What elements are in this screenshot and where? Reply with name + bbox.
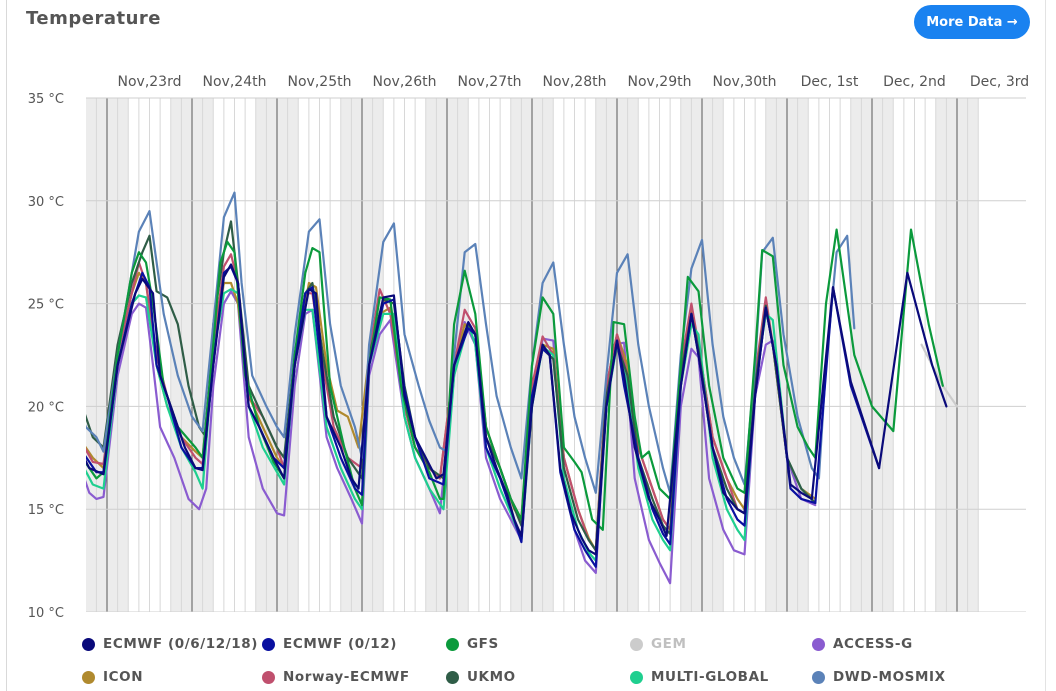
legend-item[interactable]: ECMWF (0/6/12/18) (82, 635, 258, 653)
day-label: Nov,30th (713, 74, 777, 90)
legend-color-dot (446, 637, 459, 651)
legend-label: ACCESS-G (833, 636, 913, 652)
series-line-norway-ecmwf (86, 253, 817, 552)
panel-border-right (1045, 0, 1046, 691)
legend-item[interactable]: ACCESS-G (812, 635, 913, 653)
legend-color-dot (82, 670, 95, 684)
legend-label: Norway-ECMWF (283, 669, 410, 685)
legend-label: GEM (651, 636, 687, 652)
day-label: Dec, 3rd (970, 74, 1029, 90)
legend-color-dot (630, 670, 643, 684)
day-label: Nov,29th (628, 74, 692, 90)
day-label: Dec, 1st (801, 74, 859, 90)
series-line-dwd-mosmix (86, 191, 856, 494)
day-label: Nov,25th (288, 74, 352, 90)
legend-item[interactable]: ICON (82, 668, 143, 686)
legend-color-dot (446, 670, 459, 684)
legend-color-dot (630, 637, 643, 651)
legend-label: DWD-MOSMIX (833, 669, 946, 685)
day-labels: Nov,23rd Nov,24th Nov,25th Nov,26th Nov,27th… (118, 74, 1029, 90)
legend-item[interactable]: UKMO (446, 668, 516, 686)
y-tick-label: 20 °C (28, 400, 64, 415)
legend-color-dot (262, 670, 275, 684)
legend-item[interactable]: GFS (446, 635, 499, 653)
temperature-chart: 10 °C15 °C20 °C25 °C30 °C35 °C Nov,23rd N… (28, 74, 1029, 620)
legend: ECMWF (0/6/12/18) ECMWF (0/12) GFS GEM ACCES… (0, 628, 1056, 691)
legend-item[interactable]: DWD-MOSMIX (812, 668, 946, 686)
legend-item[interactable]: ECMWF (0/12) (262, 635, 397, 653)
day-label: Dec, 2nd (883, 74, 946, 90)
legend-item[interactable]: GEM (630, 635, 687, 653)
legend-color-dot (812, 637, 825, 651)
y-tick-label: 30 °C (28, 195, 64, 210)
day-label: Nov,27th (458, 74, 522, 90)
day-label: Nov,28th (543, 74, 607, 90)
series-lines (86, 191, 959, 585)
y-tick-label: 15 °C (28, 503, 64, 518)
legend-color-dot (812, 670, 825, 684)
legend-label: ICON (103, 669, 144, 685)
legend-label: ECMWF (0/6/12/18) (103, 636, 259, 652)
legend-color-dot (262, 637, 275, 651)
legend-label: GFS (467, 636, 499, 652)
day-label: Nov,24th (203, 74, 267, 90)
legend-label: MULTI-GLOBAL (651, 669, 769, 685)
y-tick-label: 10 °C (28, 606, 64, 620)
panel-border-left (6, 0, 7, 691)
day-label: Nov,26th (373, 74, 437, 90)
y-tick-label: 35 °C (28, 92, 64, 107)
y-axis-ticks: 10 °C 15 °C 20 °C 25 °C 30 °C 35 °C (28, 92, 64, 620)
y-tick-label: 25 °C (28, 298, 64, 313)
legend-item[interactable]: MULTI-GLOBAL (630, 668, 769, 686)
more-data-button[interactable]: More Data → (914, 5, 1030, 39)
legend-item[interactable]: Norway-ECMWF (262, 668, 410, 686)
chart-title: Temperature (26, 8, 161, 29)
series-line-ecmwf-0-6-12-18 (86, 263, 948, 556)
legend-color-dot (82, 637, 95, 651)
legend-label: ECMWF (0/12) (283, 636, 398, 652)
day-label: Nov,23rd (118, 74, 182, 90)
legend-label: UKMO (467, 669, 516, 685)
